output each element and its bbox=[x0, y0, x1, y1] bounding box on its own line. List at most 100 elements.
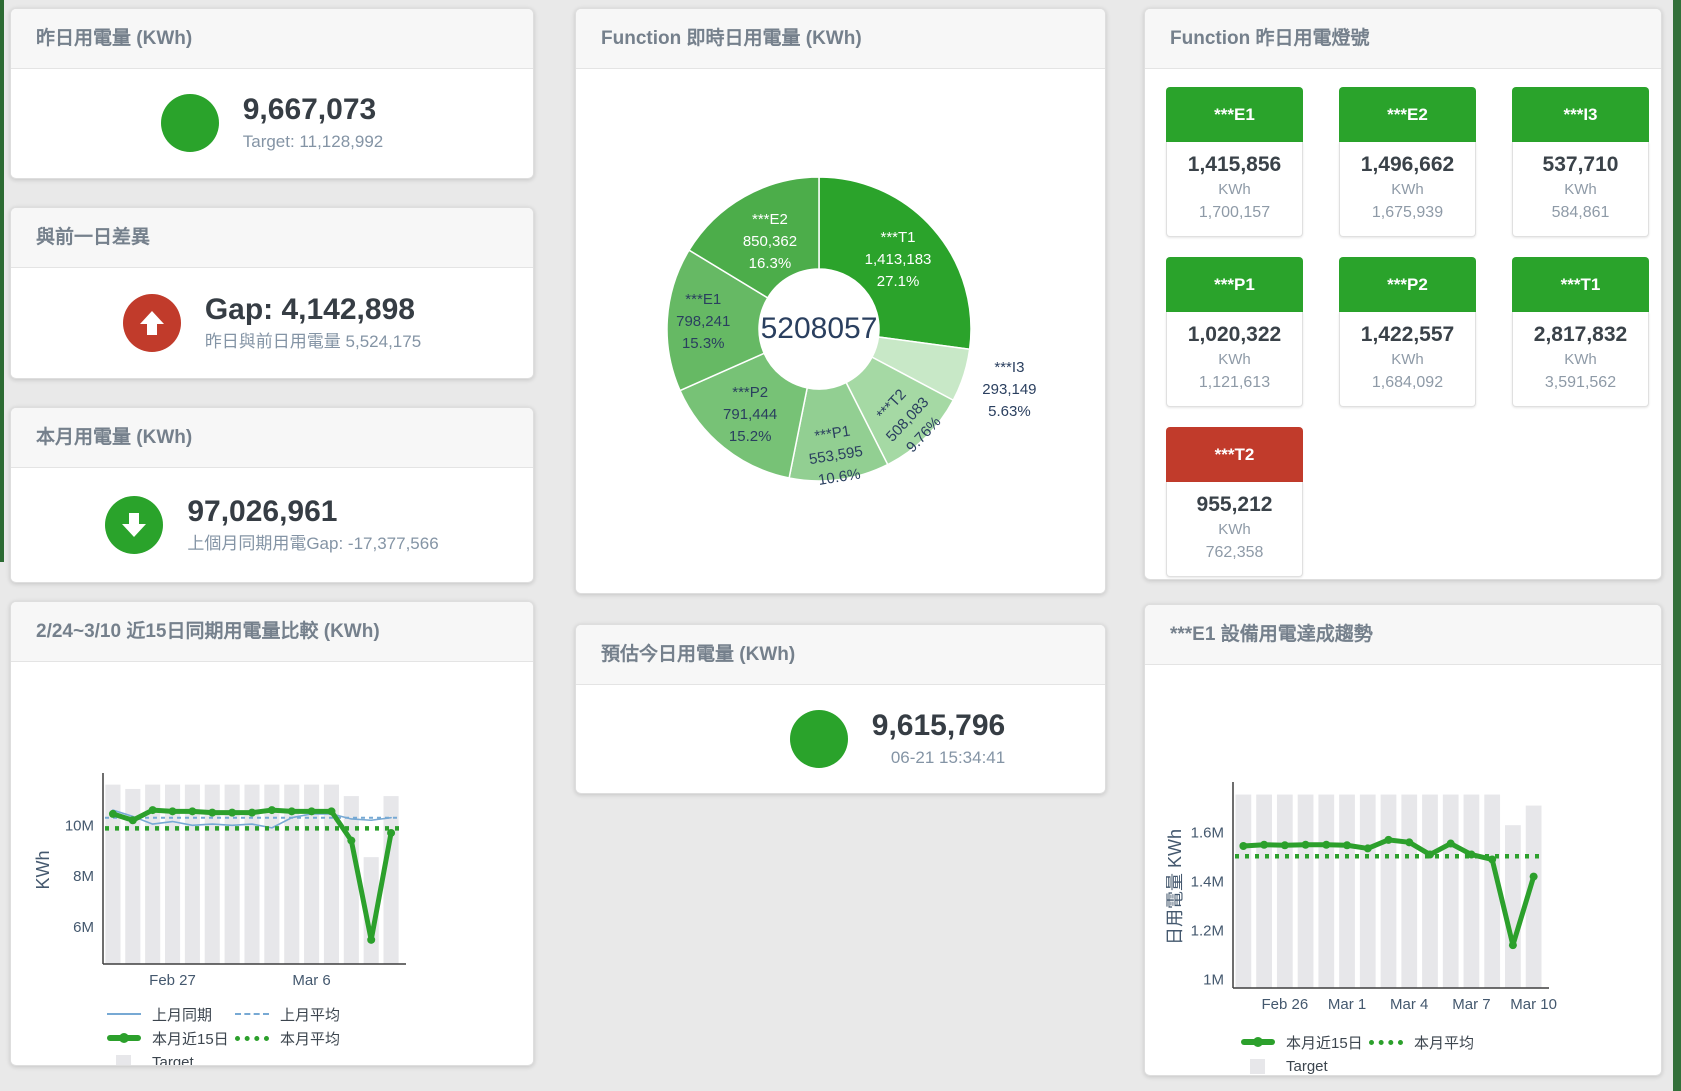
status-circle-green-icon bbox=[160, 94, 219, 152]
target-bar bbox=[1297, 794, 1314, 988]
legend-row: Target bbox=[1241, 1054, 1661, 1075]
target-bar bbox=[1484, 794, 1501, 988]
legend-label: Target bbox=[152, 1053, 194, 1066]
light-tile-unit: KWh bbox=[1564, 351, 1597, 368]
scrollbar[interactable] bbox=[1673, 0, 1681, 1091]
card-compare-chart: 2/24~3/10 近15日同期用電量比較 (KWh) 6M 8M 10M Feb 2… bbox=[10, 601, 534, 1066]
card-title-compare: 2/24~3/10 近15日同期用電量比較 (KWh) bbox=[11, 602, 533, 662]
card-title-month: 本月用電量 (KWh) bbox=[11, 408, 533, 468]
x-tick-label: Feb 27 bbox=[149, 972, 196, 989]
target-bar bbox=[343, 796, 359, 964]
realtime-pie-chart[interactable]: ***T1 1,413,183 27.1% ***I3 293,149 5.63% ***T… bbox=[576, 69, 1105, 593]
series-marker bbox=[267, 806, 276, 815]
legend-item[interactable]: 本月平均 bbox=[235, 1028, 340, 1049]
light-tile-unit: KWh bbox=[1218, 181, 1251, 198]
y-axis-label: 日用電量 KWh bbox=[1165, 829, 1185, 945]
series-marker bbox=[1508, 941, 1517, 950]
legend-item[interactable]: 上月平均 bbox=[235, 1004, 340, 1025]
light-tile-status-header: ***P1 bbox=[1166, 257, 1303, 312]
target-bar bbox=[125, 788, 141, 964]
y-tick-label: 1.6M bbox=[1191, 825, 1224, 842]
y-tick-label: 1.2M bbox=[1191, 922, 1224, 939]
light-tile-E2: ***E2 1,496,662 KWh 1,675,939 bbox=[1339, 87, 1476, 237]
series-marker bbox=[1384, 835, 1393, 844]
month-usage-value: 97,026,961 bbox=[187, 494, 338, 528]
estimate-timestamp: 06-21 15:34:41 bbox=[890, 747, 1006, 767]
card-day-gap: 與前一日差異 Gap: 4,142,898 昨日與前日用電量 5,524,175 bbox=[10, 207, 534, 379]
card-title-trend: ***E1 設備用電達成趨勢 bbox=[1145, 605, 1661, 665]
light-tile-value: 1,496,662 bbox=[1360, 153, 1455, 176]
compare-chart-legend: 上月同期 上月平均本月近15日 本月平均 Target bbox=[107, 1002, 533, 1066]
legend-swatch-line-thin bbox=[107, 1013, 141, 1015]
series-marker bbox=[1467, 850, 1476, 859]
series-marker bbox=[367, 935, 376, 944]
target-bar bbox=[1318, 794, 1335, 988]
card-yesterday-usage: 昨日用電量 (KWh) 9,667,073 Target: 11,128,992 bbox=[10, 8, 534, 179]
legend-item[interactable]: 本月近15日 bbox=[107, 1028, 235, 1049]
y-tick-label: 1.4M bbox=[1191, 873, 1224, 890]
target-bar bbox=[363, 857, 379, 964]
light-tile-status-header: ***T2 bbox=[1166, 427, 1303, 482]
light-tile-target: 1,121,613 bbox=[1198, 374, 1271, 391]
series-marker bbox=[168, 807, 177, 816]
light-tile-target: 3,591,562 bbox=[1544, 374, 1617, 391]
light-tile-target: 1,700,157 bbox=[1198, 204, 1271, 221]
y-tick-label: 6M bbox=[73, 919, 94, 936]
legend-label: Target bbox=[1286, 1057, 1328, 1075]
e1-trend-line-chart[interactable]: 1M 1.2M 1.4M 1.6M Feb 26 Mar 1 Mar 4 Mar 7 Mar 1… bbox=[1145, 665, 1661, 1018]
light-tile-P2: ***P2 1,422,557 KWh 1,684,092 bbox=[1339, 257, 1476, 407]
light-tile-status-header: ***P2 bbox=[1339, 257, 1476, 312]
legend-item[interactable]: 上月同期 bbox=[107, 1004, 235, 1025]
series-marker bbox=[287, 807, 296, 816]
light-tile-T2: ***T2 955,212 KWh 762,358 bbox=[1166, 427, 1303, 577]
series-marker bbox=[248, 808, 256, 817]
series-marker bbox=[1322, 840, 1331, 849]
estimate-today-value: 9,615,796 bbox=[871, 708, 1006, 742]
status-circle-green-icon bbox=[789, 709, 848, 768]
x-tick-label: Mar 4 bbox=[1390, 996, 1428, 1013]
series-marker bbox=[1529, 872, 1538, 881]
series-marker bbox=[188, 807, 197, 816]
light-tile-target: 762,358 bbox=[1205, 544, 1264, 561]
legend-swatch-dash-thick bbox=[235, 1035, 269, 1041]
legend-swatch-line-thick bbox=[107, 1033, 141, 1043]
series-marker bbox=[1260, 840, 1269, 849]
light-tile-value: 2,817,832 bbox=[1533, 323, 1628, 346]
compare-line-chart[interactable]: 6M 8M 10M Feb 27 Mar 6 KWh bbox=[11, 662, 533, 997]
card-month-usage: 本月用電量 (KWh) 97,026,961 上個月同期用電Gap: -17,3… bbox=[10, 407, 534, 583]
legend-item[interactable]: 本月近15日 bbox=[1241, 1032, 1369, 1053]
legend-swatch-line-thick bbox=[1241, 1037, 1275, 1047]
target-bar bbox=[1463, 794, 1480, 988]
light-tile-P1: ***P1 1,020,322 KWh 1,121,613 bbox=[1166, 257, 1303, 407]
target-bar bbox=[1339, 794, 1355, 988]
legend-label: 上月同期 bbox=[152, 1006, 213, 1024]
pie-slice-T1[interactable] bbox=[818, 176, 972, 351]
series-marker bbox=[387, 828, 396, 837]
pie-svg bbox=[666, 176, 972, 482]
legend-label: 本月近15日 bbox=[152, 1030, 229, 1048]
target-bar bbox=[1442, 794, 1459, 988]
light-tile-body: 1,415,856 KWh 1,700,157 bbox=[1166, 142, 1303, 237]
legend-item[interactable]: 本月平均 bbox=[1369, 1032, 1474, 1053]
legend-label: 上月平均 bbox=[280, 1006, 341, 1024]
light-tile-target: 1,675,939 bbox=[1371, 204, 1444, 221]
x-tick-label: Feb 26 bbox=[1261, 996, 1308, 1013]
legend-item[interactable]: Target bbox=[107, 1053, 235, 1066]
card-title-estimate: 預估今日用電量 (KWh) bbox=[576, 625, 1105, 685]
series-marker bbox=[307, 807, 316, 816]
x-tick-label: Mar 10 bbox=[1510, 996, 1557, 1013]
month-usage-gap: 上個月同期用電Gap: -17,377,566 bbox=[187, 533, 439, 553]
pie-slice-P2[interactable] bbox=[679, 352, 809, 479]
series-marker bbox=[327, 807, 336, 816]
light-tile-unit: KWh bbox=[1391, 181, 1424, 198]
pie-slice-E1[interactable] bbox=[666, 249, 769, 392]
light-tile-body: 2,817,832 KWh 3,591,562 bbox=[1512, 312, 1649, 407]
light-tile-unit: KWh bbox=[1564, 181, 1597, 198]
pie-slice-E2[interactable] bbox=[688, 176, 820, 299]
legend-label: 本月近15日 bbox=[1286, 1034, 1363, 1052]
legend-item[interactable]: Target bbox=[1241, 1058, 1369, 1075]
light-tile-status-header: ***E1 bbox=[1166, 87, 1303, 142]
series-line bbox=[112, 809, 392, 829]
legend-swatch-box bbox=[116, 1054, 131, 1065]
arrow-up-icon bbox=[122, 293, 181, 352]
